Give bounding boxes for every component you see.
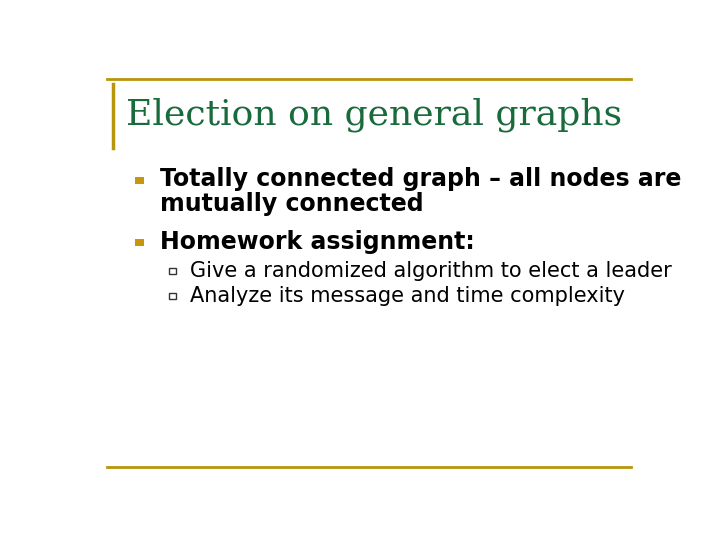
Text: Analyze its message and time complexity: Analyze its message and time complexity [190, 286, 626, 306]
Bar [135, 239, 144, 246]
Bar [135, 177, 144, 184]
Text: Totally connected graph – all nodes are: Totally connected graph – all nodes are [160, 167, 681, 191]
Bar [168, 293, 176, 299]
Text: Election on general graphs: Election on general graphs [126, 97, 622, 132]
Bar [168, 268, 176, 274]
Text: Give a randomized algorithm to elect a leader: Give a randomized algorithm to elect a l… [190, 261, 672, 281]
Text: mutually connected: mutually connected [160, 192, 423, 216]
Text: Homework assignment:: Homework assignment: [160, 230, 474, 253]
